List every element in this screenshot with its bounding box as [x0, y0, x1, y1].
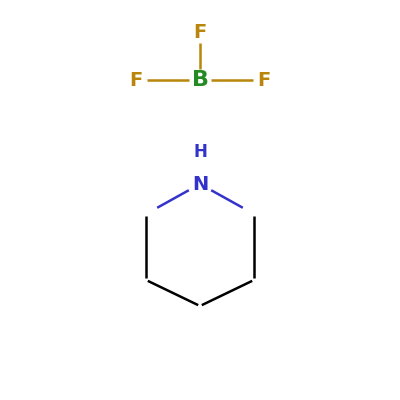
- Text: F: F: [193, 22, 207, 42]
- Text: B: B: [192, 70, 208, 90]
- Text: F: F: [129, 70, 143, 90]
- Text: F: F: [257, 70, 271, 90]
- Text: H: H: [193, 143, 207, 161]
- Text: N: N: [192, 174, 208, 194]
